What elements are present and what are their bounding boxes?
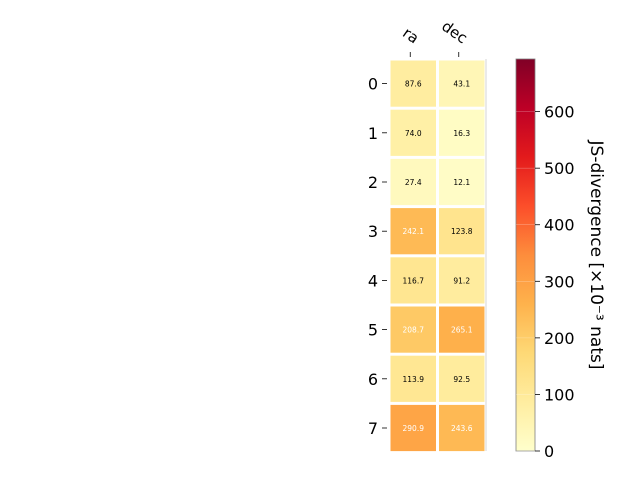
colorbar-tick-label: 0	[544, 442, 554, 461]
cell-value-label: 43.1	[453, 80, 470, 89]
heatmap-cell	[439, 208, 485, 255]
heatmap-cell	[390, 355, 436, 402]
colorbar-tick-label: 500	[544, 159, 575, 178]
colorbar: 0 100 200 300 400 500 600 JS-divergence [×10⁻³…	[515, 58, 606, 461]
column-label-ra: ra	[399, 24, 422, 48]
cell-value-label: 123.8	[451, 227, 473, 236]
colorbar-tick-label: 200	[544, 329, 575, 348]
cell-value-label: 113.9	[403, 375, 425, 384]
colorbar-tick-label: 300	[544, 272, 575, 291]
column-label-dec: dec	[438, 17, 470, 47]
heatmap-cell	[439, 306, 485, 353]
cell-value-label: 16.3	[453, 129, 470, 138]
heatmap-cell	[390, 158, 436, 206]
colorbar-tick-label: 100	[544, 385, 575, 404]
row-label-3: 3	[368, 222, 378, 241]
heatmap-cell	[439, 257, 485, 304]
cell-value-label: 243.6	[451, 424, 473, 433]
row-label-5: 5	[368, 321, 378, 340]
colorbar-label: JS-divergence [×10⁻³ nats]	[586, 140, 606, 370]
row-label-4: 4	[368, 271, 378, 290]
heatmap-cell	[390, 404, 436, 452]
cell-value-label: 92.5	[453, 375, 470, 384]
cell-value-label: 116.7	[403, 276, 425, 285]
row-label-2: 2	[368, 173, 378, 192]
colorbar-gradient	[515, 58, 536, 452]
cell-value-label: 87.6	[405, 80, 422, 89]
cell-value-label: 290.9	[403, 424, 425, 433]
heatmap-cell	[390, 306, 436, 353]
cell-value-label: 265.1	[451, 326, 473, 335]
heatmap-cell	[439, 60, 485, 107]
row-label-7: 7	[368, 419, 378, 438]
cell-value-label: 242.1	[403, 227, 425, 236]
cell-value-label: 208.7	[403, 326, 425, 335]
heatmap-cell	[439, 404, 485, 452]
row-label-1: 1	[368, 124, 378, 143]
cell-value-label: 27.4	[405, 178, 422, 187]
heatmap-cell	[390, 208, 436, 255]
heatmap-cell	[439, 109, 485, 156]
cell-value-label: 91.2	[453, 276, 470, 285]
row-label-0: 0	[368, 75, 378, 94]
heatmap-cell	[439, 355, 485, 402]
heatmap-grid: ra dec 0 87.6 43.1 1 74.0 16.3 2 27.4 12.1 3 242.1 12…	[368, 17, 487, 452]
heatmap-cell	[390, 60, 436, 107]
row-label-6: 6	[368, 370, 378, 389]
heatmap-cell	[390, 257, 436, 304]
heatmap-cell	[390, 109, 436, 156]
colorbar-tick-label: 400	[544, 216, 575, 235]
heatmap-cell	[439, 158, 485, 206]
cell-value-label: 12.1	[453, 178, 470, 187]
colorbar-tick-label: 600	[544, 103, 575, 122]
cell-value-label: 74.0	[405, 129, 422, 138]
